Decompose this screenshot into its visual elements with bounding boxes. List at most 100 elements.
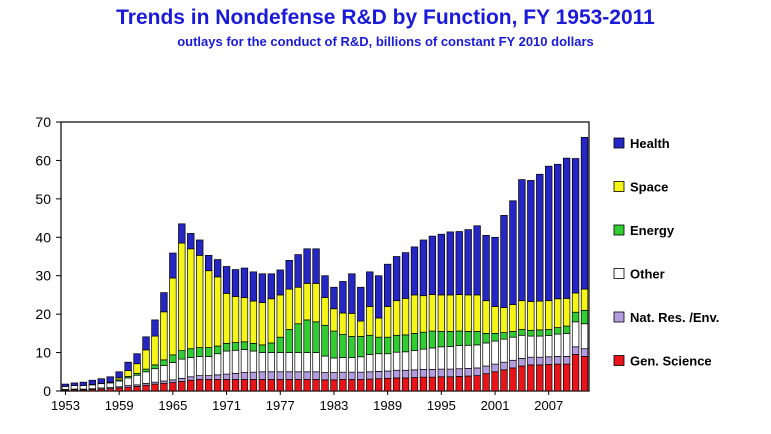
bar-segment	[500, 307, 508, 333]
bar-segment	[339, 357, 347, 373]
bar-segment	[509, 304, 517, 332]
bar-segment	[258, 302, 267, 346]
bar-segment	[339, 334, 347, 358]
bar-segment	[500, 338, 508, 363]
bar-segment	[79, 385, 88, 390]
legend-label: Other	[630, 267, 665, 282]
legend-label: Energy	[630, 223, 675, 238]
legend-swatch	[613, 311, 625, 323]
bar-segment	[187, 379, 195, 392]
bar-segment	[330, 357, 338, 373]
bar-segment	[554, 363, 562, 392]
bar-segment	[437, 294, 446, 332]
bar-segment	[196, 356, 204, 376]
bar-segment	[187, 233, 195, 250]
bar-segment	[178, 358, 186, 379]
bar-segment	[446, 368, 454, 378]
bar-segment	[455, 368, 463, 377]
x-tick-label: 1995	[427, 398, 456, 413]
x-tick-label: 1953	[51, 398, 80, 413]
bar-segment	[562, 333, 571, 357]
bar-segment	[169, 382, 177, 392]
bar-segment	[249, 379, 258, 392]
bar-segment	[464, 229, 472, 296]
bar-segment	[222, 342, 231, 352]
bar-segment	[401, 369, 410, 379]
bar-segment	[428, 294, 437, 332]
bar-segment	[267, 352, 275, 373]
bar-segment	[571, 321, 580, 348]
bar-segment	[554, 163, 562, 300]
bar-segment	[312, 283, 320, 323]
bar-segment	[545, 300, 553, 330]
bar-segment	[213, 353, 222, 376]
bar-segment	[500, 361, 508, 371]
bar-segment	[401, 334, 410, 353]
bar-segment	[410, 350, 419, 371]
bar-segment	[446, 331, 454, 347]
bar-segment	[169, 362, 177, 381]
bar-segment	[383, 353, 392, 372]
bar-segment	[536, 173, 544, 302]
bar-segment	[554, 356, 562, 365]
bar-segment	[536, 329, 544, 337]
bar-segment	[473, 375, 481, 392]
chart-title: Trends in Nondefense R&D by Function, FY…	[116, 6, 655, 29]
bar-segment	[213, 374, 222, 380]
bar-segment	[169, 277, 177, 356]
bar-segment	[491, 371, 499, 392]
bar-segment	[151, 364, 159, 370]
bar-segment	[151, 319, 159, 337]
bar-segment	[491, 236, 499, 307]
bar-segment	[115, 387, 123, 392]
bar-segment	[294, 352, 302, 373]
bar-segment	[428, 235, 437, 295]
bar-segment	[258, 344, 267, 353]
bar-segment	[115, 371, 123, 379]
bar-segment	[303, 248, 311, 284]
bar-segment	[410, 294, 419, 334]
bar-segment	[571, 292, 580, 313]
bar-segment	[437, 376, 446, 392]
bar-segment	[482, 300, 490, 334]
bar-segment	[330, 308, 338, 332]
bar-segment	[88, 379, 96, 385]
bar-segment	[401, 298, 410, 336]
bar-segment	[70, 385, 79, 390]
bar-segment	[330, 330, 338, 359]
bar-segment	[464, 331, 472, 346]
bar-segment	[321, 355, 329, 373]
bar-segment	[106, 382, 114, 388]
bar-segment	[446, 294, 454, 332]
bar-segment	[303, 379, 311, 392]
bar-segment	[213, 259, 222, 278]
bar-segment	[240, 341, 249, 350]
bar-segment	[473, 367, 481, 376]
legend-swatch	[613, 137, 625, 149]
bar-segment	[294, 254, 302, 288]
bar-segment	[142, 384, 150, 392]
bar-segment	[500, 215, 508, 308]
bar-segment	[240, 267, 249, 298]
bar-segment	[321, 379, 329, 392]
bar-segment	[437, 346, 446, 370]
bar-segment	[554, 327, 562, 335]
legend: Health Space Energy Other Nat. Res. /Env. Gen…	[613, 136, 719, 369]
x-tick-label: 1959	[105, 398, 134, 413]
x-tick-label: 2001	[481, 398, 510, 413]
bar-segment	[276, 352, 284, 373]
bar-segment	[321, 324, 329, 357]
bar-segment	[204, 356, 213, 376]
bar-segment	[196, 347, 204, 357]
bar-segment	[204, 375, 213, 380]
bar-segment	[357, 379, 365, 392]
bar-segment	[267, 371, 275, 380]
bar-segment	[571, 158, 580, 294]
bar-segment	[294, 379, 302, 392]
y-tick-label: 50	[35, 191, 51, 207]
bar-segment	[366, 371, 374, 380]
bar-segment	[187, 348, 195, 358]
bar-segment	[196, 254, 204, 348]
bar-segment	[580, 137, 589, 290]
bar-segment	[446, 376, 454, 392]
